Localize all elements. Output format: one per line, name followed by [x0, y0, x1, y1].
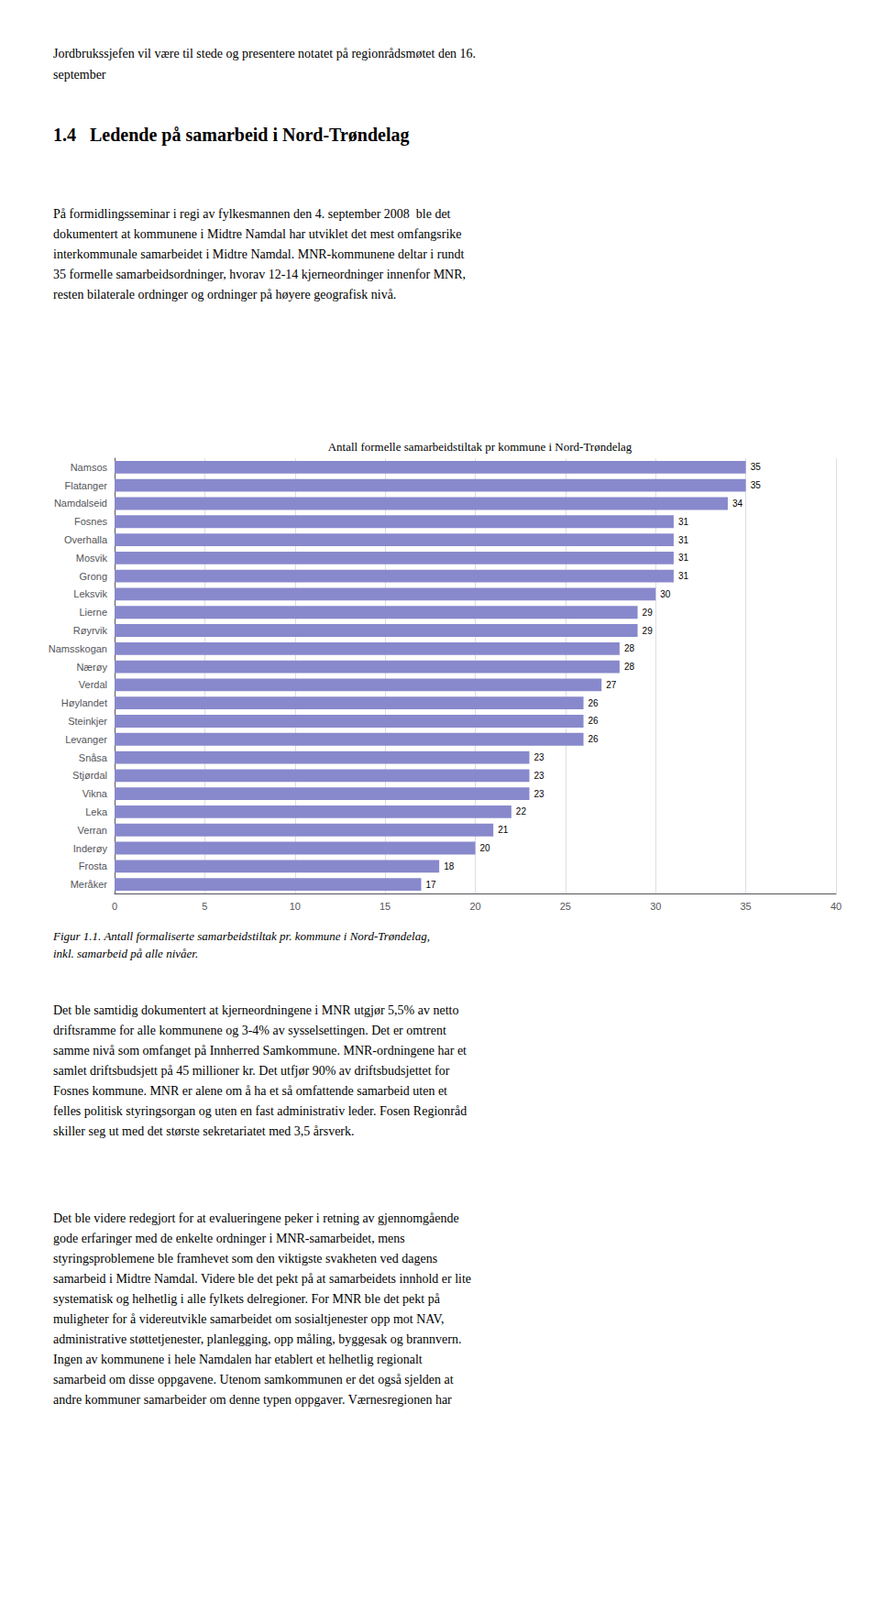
svg-text:28: 28 [624, 643, 636, 654]
svg-text:17: 17 [425, 880, 437, 891]
svg-text:Fosnes kommune. MNR er alene o: Fosnes kommune. MNR er alene om å ha et … [53, 1084, 448, 1099]
svg-text:35: 35 [750, 462, 762, 473]
svg-text:samarbeid i Midtre Namdal. Vid: samarbeid i Midtre Namdal. Videre ble de… [53, 1272, 472, 1287]
svg-text:Frosta: Frosta [78, 860, 109, 872]
svg-text:dokumentert at kommunene i Mid: dokumentert at kommunene i Midtre Namdal… [53, 227, 462, 242]
svg-text:Høylandet: Høylandet [61, 697, 108, 709]
svg-text:26: 26 [588, 734, 600, 745]
svg-text:administrative støttetjenester: administrative støttetjenester, planlegg… [53, 1332, 462, 1347]
svg-text:gode erfaringer med de enkelte: gode erfaringer med de enkelte ordninger… [53, 1232, 406, 1246]
svg-text:Leksvik: Leksvik [73, 588, 108, 600]
svg-text:26: 26 [588, 698, 600, 709]
svg-text:5: 5 [201, 901, 208, 913]
svg-text:Antall formelle samarbeidstilt: Antall formelle samarbeidstiltak pr komm… [328, 440, 633, 454]
svg-text:samlet driftsbudsjett på 45 mi: samlet driftsbudsjett på 45 millioner kr… [53, 1064, 451, 1078]
svg-text:30: 30 [660, 589, 671, 600]
svg-text:skiller seg ut med det største: skiller seg ut med det største sekretari… [53, 1124, 355, 1139]
svg-text:Figur 1.1. Antall formaliserte: Figur 1.1. Antall formaliserte samarbeid… [52, 929, 430, 944]
svg-text:På formidlingsseminar i regi a: På formidlingsseminar i regi av fylkesma… [53, 207, 451, 221]
svg-text:Ingen av kommunene i hele Namd: Ingen av kommunene i hele Namdalen har e… [53, 1353, 423, 1367]
svg-text:Lierne: Lierne [78, 606, 108, 618]
svg-text:driftsramme for alle kommunene: driftsramme for alle kommunene og 3-4% a… [53, 1023, 447, 1038]
svg-text:samme nivå som omfanget på Inn: samme nivå som omfanget på Innherred Sam… [53, 1044, 467, 1058]
svg-text:Namsos: Namsos [70, 462, 109, 473]
svg-text:Namdalseid: Namdalseid [54, 497, 108, 509]
svg-text:Fosnes: Fosnes [74, 516, 109, 528]
svg-text:25: 25 [560, 901, 572, 913]
svg-text:18: 18 [443, 861, 455, 872]
svg-text:1.4 Ledende på samarbeid i N: 1.4 Ledende på samarbeid i Nord-Trøndela… [53, 124, 410, 146]
svg-text:29: 29 [642, 626, 654, 637]
svg-text:22: 22 [516, 806, 528, 817]
svg-text:interkommunale samarbeidet i M: interkommunale samarbeidet i Midtre Namd… [53, 247, 464, 262]
svg-text:27: 27 [605, 680, 617, 691]
svg-text:35: 35 [750, 480, 762, 491]
svg-text:Namsskogan: Namsskogan [48, 643, 108, 655]
svg-text:Flatanger: Flatanger [65, 480, 109, 492]
svg-text:20: 20 [480, 843, 492, 854]
svg-text:Det ble videre redegjort for a: Det ble videre redegjort for at evalueri… [53, 1211, 460, 1226]
svg-text:30: 30 [649, 901, 661, 913]
svg-text:26: 26 [588, 715, 600, 726]
svg-text:inkl. samarbeid på alle nivåer: inkl. samarbeid på alle nivåer. [53, 946, 198, 961]
svg-text:Nærøy: Nærøy [76, 661, 108, 673]
svg-text:31: 31 [678, 552, 690, 563]
svg-text:31: 31 [678, 571, 690, 582]
svg-text:Vikna: Vikna [82, 788, 109, 800]
svg-text:Levanger: Levanger [65, 734, 108, 746]
svg-text:20: 20 [469, 901, 481, 913]
svg-text:Steinkjer: Steinkjer [67, 715, 108, 727]
svg-text:28: 28 [624, 661, 636, 672]
svg-text:Grong: Grong [78, 571, 108, 583]
svg-text:23: 23 [534, 789, 546, 800]
svg-text:systematisk og helhetlig i all: systematisk og helhetlig i alle fylkets … [53, 1292, 441, 1307]
svg-text:Verran: Verran [77, 825, 108, 836]
svg-text:35 formelle samarbeidsordninge: 35 formelle samarbeidsordninger, hvorav … [53, 267, 466, 282]
svg-text:21: 21 [497, 825, 509, 836]
svg-text:40: 40 [830, 901, 842, 913]
svg-text:styringsproblemene ble framhev: styringsproblemene ble framhevet som den… [53, 1252, 438, 1266]
svg-text:Røyrvik: Røyrvik [73, 625, 109, 637]
svg-text:Stjørdal: Stjørdal [72, 770, 108, 781]
svg-text:Mosvik: Mosvik [76, 552, 109, 564]
svg-text:29: 29 [642, 607, 654, 618]
svg-text:Meråker: Meråker [70, 879, 109, 891]
svg-text:samarbeid om disse oppgavene.: samarbeid om disse oppgavene. Utenom sam… [53, 1373, 454, 1387]
svg-text:Overhalla: Overhalla [64, 534, 109, 546]
svg-text:31: 31 [678, 517, 690, 528]
svg-text:Snåsa: Snåsa [78, 752, 109, 764]
svg-text:0: 0 [111, 901, 118, 913]
svg-text:Leka: Leka [85, 806, 109, 818]
svg-text:felles politisk styringsorgan: felles politisk styringsorgan og uten en… [53, 1104, 467, 1119]
svg-text:september: september [53, 67, 107, 82]
svg-text:muligheter for å videreutvikle: muligheter for å videreutvikle samarbeid… [53, 1312, 444, 1327]
svg-text:resten bilaterale ordninger og: resten bilaterale ordninger og ordninger… [53, 287, 396, 302]
svg-text:23: 23 [534, 752, 546, 763]
svg-text:10: 10 [289, 901, 301, 913]
svg-text:35: 35 [740, 901, 752, 913]
svg-text:Det ble samtidig dokumentert a: Det ble samtidig dokumentert at kjerneor… [53, 1003, 459, 1018]
svg-text:23: 23 [534, 770, 546, 781]
svg-text:Jordbrukssjefen vil være til s: Jordbrukssjefen vil være til stede og pr… [53, 46, 476, 61]
svg-text:15: 15 [379, 901, 391, 913]
svg-text:andre kommuner samarbeider om: andre kommuner samarbeider om denne type… [53, 1393, 452, 1408]
svg-text:Inderøy: Inderøy [73, 843, 109, 855]
svg-text:31: 31 [678, 535, 690, 546]
svg-text:Verdal: Verdal [78, 679, 108, 691]
svg-text:34: 34 [732, 498, 744, 509]
